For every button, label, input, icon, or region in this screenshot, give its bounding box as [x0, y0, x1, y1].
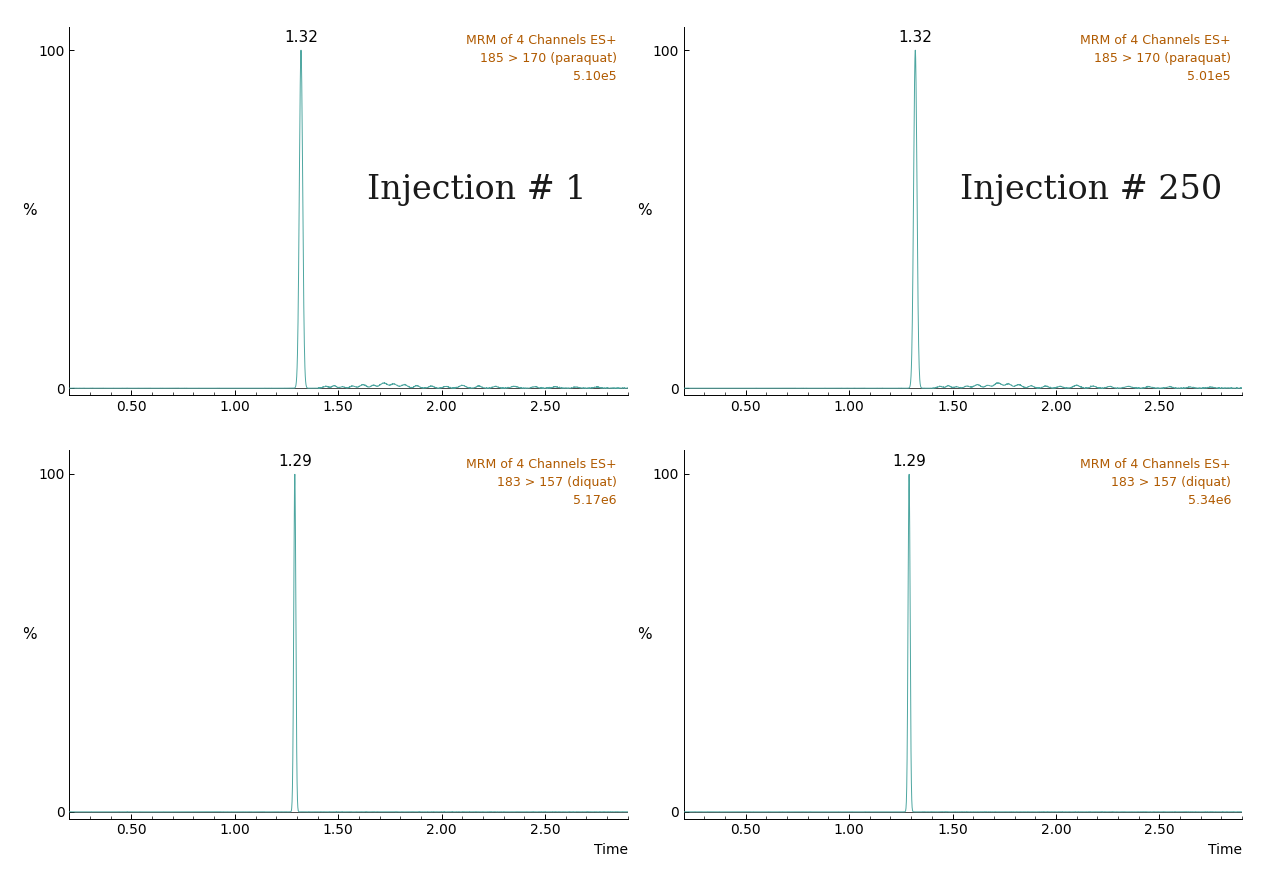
X-axis label: Time: Time — [594, 843, 628, 857]
Text: MRM of 4 Channels ES+
185 > 170 (paraquat)
5.10e5: MRM of 4 Channels ES+ 185 > 170 (paraqua… — [467, 34, 617, 83]
Y-axis label: %: % — [637, 627, 652, 642]
Text: Injection # 1: Injection # 1 — [367, 174, 586, 206]
X-axis label: Time: Time — [1208, 843, 1242, 857]
Y-axis label: %: % — [637, 204, 652, 219]
Text: 1.29: 1.29 — [277, 454, 311, 469]
Text: 1.32: 1.32 — [898, 30, 932, 45]
Y-axis label: %: % — [23, 204, 37, 219]
Text: MRM of 4 Channels ES+
185 > 170 (paraquat)
5.01e5: MRM of 4 Channels ES+ 185 > 170 (paraqua… — [1081, 34, 1231, 83]
Y-axis label: %: % — [23, 627, 37, 642]
Text: Injection # 250: Injection # 250 — [960, 174, 1222, 206]
Text: 1.32: 1.32 — [284, 30, 318, 45]
Text: MRM of 4 Channels ES+
183 > 157 (diquat)
5.17e6: MRM of 4 Channels ES+ 183 > 157 (diquat)… — [467, 458, 617, 506]
Text: 1.29: 1.29 — [892, 454, 926, 469]
Text: MRM of 4 Channels ES+
183 > 157 (diquat)
5.34e6: MRM of 4 Channels ES+ 183 > 157 (diquat)… — [1081, 458, 1231, 506]
